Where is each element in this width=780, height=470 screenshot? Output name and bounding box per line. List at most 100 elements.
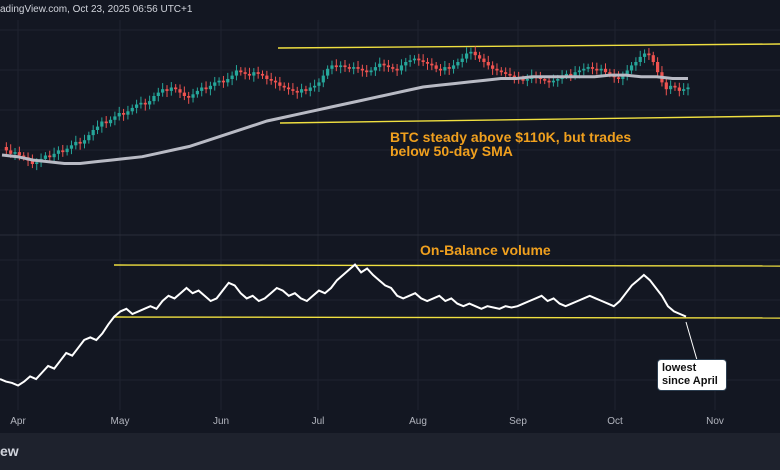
candle-body [499,70,503,73]
candle-body [412,58,417,61]
candle-body [647,53,651,56]
candle-body [69,145,74,149]
candle-body [299,89,304,93]
candle-body [182,92,186,96]
candle-body [425,62,430,64]
grid [0,20,780,410]
candle-body [373,67,377,71]
candle-body [551,80,556,83]
candle-body [434,65,438,69]
candle-body [326,68,330,76]
candle-body [339,65,343,68]
candle-body [134,104,139,108]
candle-body [113,116,117,120]
candle-body [573,72,577,76]
candle-body [273,80,278,83]
x-tick-label: Oct [607,416,623,427]
candle-body [174,87,178,90]
candle-body [682,89,686,91]
candle-body [686,87,690,90]
candle-body [421,60,425,62]
candle-body [221,80,226,83]
candle-body [256,72,260,74]
candle-body [87,135,91,141]
candle-body [460,58,464,62]
candle-body [330,65,334,69]
candle-body [438,68,443,71]
candle-body [408,60,412,62]
candle-body [252,72,256,76]
candle-body [456,62,460,66]
candle-body [95,126,100,130]
candle-body [464,53,469,59]
candle-body [52,153,56,158]
candle-body [482,58,486,62]
candle-body [265,75,269,79]
candle-body [512,75,516,78]
candle-body [286,87,291,90]
candle-body [356,67,360,69]
x-tick-label: Aug [409,416,427,427]
callout-pointer [685,321,698,361]
candle-body [543,79,547,81]
candle-body [78,141,82,144]
candle-body [61,150,65,153]
candle-body [486,62,490,66]
candle-body [143,102,147,105]
candle-body [447,67,451,69]
x-tick-label: Jul [312,416,325,427]
candle-body [243,72,247,74]
candle-body [656,62,660,73]
candle-body [56,150,61,154]
candle-body [391,67,395,69]
candle-body [360,68,364,71]
candle-body [130,107,134,112]
candle-body [91,130,95,136]
candle-body [108,119,113,124]
header-info: adingView.com, Oct 23, 2025 06:56 UTC+1 [0,4,193,15]
candle-body [395,68,399,71]
candle-body [629,65,634,71]
candle-body [152,96,156,102]
candle-body [304,89,308,91]
candle-body [234,70,239,76]
candle-body [634,62,638,66]
candle-body [48,155,52,158]
price-lower-channel [279,115,780,124]
price-annotation-line1: BTC steady above $110K, but trades [390,129,632,145]
candle-body [139,102,143,105]
candle-body [148,101,152,105]
candle-body [226,79,230,83]
candle-body [404,62,408,66]
candle-body [547,80,551,83]
candle-body [582,68,586,71]
candle-body [577,70,582,73]
candle-body [74,141,78,146]
candle-body [30,160,34,164]
candle-body [347,67,351,69]
candle-body [638,56,642,62]
candle-body [169,87,173,91]
candle-body [664,82,668,90]
candle-body [295,90,299,93]
x-tick-label: Sep [509,416,527,427]
x-axis-ticks: Apr May Jun Jul Aug Sep Oct Nov [10,416,724,427]
candle-body [378,63,382,68]
candle-body [308,87,312,91]
candle-body [625,70,629,76]
candle-body [569,73,573,76]
candle-body [651,55,655,62]
x-tick-label: Apr [10,416,26,427]
candle-body [269,79,273,81]
candle-body [595,68,599,71]
candle-body [334,65,338,68]
candle-body [430,63,434,66]
candle-body [603,68,608,73]
candle-body [230,75,234,79]
candle-body [213,82,217,86]
candle-body [161,89,165,93]
candle-body [208,85,213,90]
candle-body [556,79,560,81]
